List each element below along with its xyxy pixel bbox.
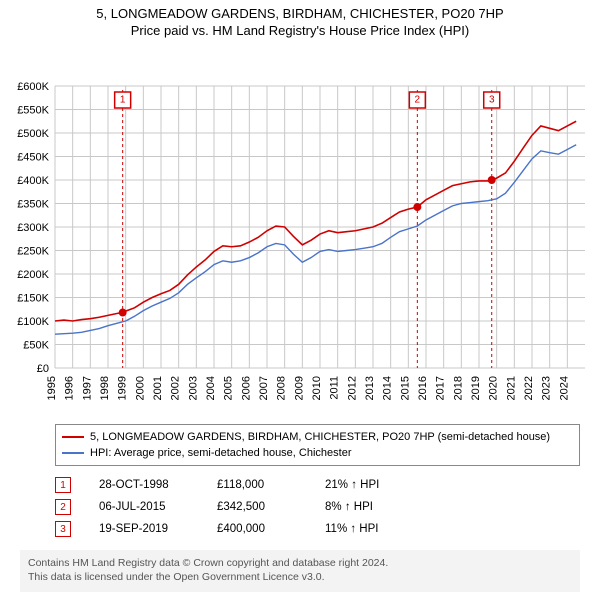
svg-text:£0: £0 [37,363,49,375]
svg-text:2009: 2009 [293,376,305,400]
event-row-3: 3 19-SEP-2019 £400,000 11% ↑ HPI [55,518,580,540]
svg-text:2016: 2016 [417,376,429,400]
event-row-2: 2 06-JUL-2015 £342,500 8% ↑ HPI [55,496,580,518]
legend-swatch [62,452,84,454]
chart-svg: £0 £50K £100K £150K £200K £250K £300K £350K £400… [0,38,600,418]
event-marker-icon: 3 [55,521,71,537]
svg-text:£150K: £150K [17,293,49,305]
svg-text:1998: 1998 [99,376,111,400]
svg-text:2001: 2001 [152,376,164,400]
event-price: £342,500 [217,501,297,513]
svg-text:2000: 2000 [134,376,146,400]
event-delta: 11% ↑ HPI [325,523,425,535]
svg-text:2023: 2023 [541,376,553,400]
svg-text:£50K: £50K [23,340,49,352]
event-date: 06-JUL-2015 [99,501,189,513]
footer-line-1: Contains HM Land Registry data © Crown c… [28,556,572,570]
svg-text:£350K: £350K [17,199,49,211]
event-delta: 8% ↑ HPI [325,501,425,513]
svg-text:£500K: £500K [17,128,49,140]
event-marker-icon: 2 [55,499,71,515]
svg-text:2017: 2017 [435,376,447,400]
svg-text:2005: 2005 [223,376,235,400]
event-dot-1 [119,309,127,317]
svg-text:2014: 2014 [382,376,394,400]
title-main: 5, LONGMEADOW GARDENS, BIRDHAM, CHICHEST… [0,6,600,21]
svg-text:2006: 2006 [240,376,252,400]
svg-text:2015: 2015 [399,376,411,400]
svg-text:£450K: £450K [17,152,49,164]
svg-text:2020: 2020 [488,376,500,400]
svg-text:2022: 2022 [523,376,535,400]
footer-attribution: Contains HM Land Registry data © Crown c… [20,550,580,592]
svg-text:2018: 2018 [452,376,464,400]
svg-text:2: 2 [415,95,421,106]
event-row-1: 1 28-OCT-1998 £118,000 21% ↑ HPI [55,474,580,496]
titles-block: 5, LONGMEADOW GARDENS, BIRDHAM, CHICHEST… [0,0,600,38]
event-date: 28-OCT-1998 [99,479,189,491]
event-date: 19-SEP-2019 [99,523,189,535]
svg-text:2024: 2024 [558,376,570,400]
svg-text:£300K: £300K [17,222,49,234]
footer-line-2: This data is licensed under the Open Gov… [28,570,572,584]
svg-text:£200K: £200K [17,269,49,281]
svg-text:2012: 2012 [346,376,358,400]
svg-text:£400K: £400K [17,175,49,187]
legend-swatch [62,436,84,438]
chart-container: 5, LONGMEADOW GARDENS, BIRDHAM, CHICHEST… [0,0,600,592]
legend-label: HPI: Average price, semi-detached house,… [90,445,352,461]
svg-text:2021: 2021 [505,376,517,400]
title-sub: Price paid vs. HM Land Registry's House … [0,23,600,38]
event-marker-icon: 1 [55,477,71,493]
svg-text:1995: 1995 [46,376,58,400]
event-dot-2 [413,203,421,211]
svg-text:£100K: £100K [17,316,49,328]
svg-text:2007: 2007 [258,376,270,400]
legend-row-0: 5, LONGMEADOW GARDENS, BIRDHAM, CHICHEST… [62,429,573,445]
event-price: £118,000 [217,479,297,491]
svg-text:3: 3 [489,95,495,106]
svg-text:£600K: £600K [17,81,49,93]
svg-text:1: 1 [120,95,126,106]
svg-text:£250K: £250K [17,246,49,258]
svg-text:£550K: £550K [17,105,49,117]
legend: 5, LONGMEADOW GARDENS, BIRDHAM, CHICHEST… [55,424,580,466]
svg-text:2003: 2003 [187,376,199,400]
svg-text:2011: 2011 [329,376,341,400]
chart-area: £0 £50K £100K £150K £200K £250K £300K £350K £400… [0,38,600,418]
legend-label: 5, LONGMEADOW GARDENS, BIRDHAM, CHICHEST… [90,429,550,445]
svg-text:2008: 2008 [276,376,288,400]
event-delta: 21% ↑ HPI [325,479,425,491]
svg-text:2013: 2013 [364,376,376,400]
svg-text:2019: 2019 [470,376,482,400]
event-dot-3 [488,176,496,184]
svg-text:2004: 2004 [205,376,217,400]
svg-text:1996: 1996 [64,376,76,400]
svg-text:2002: 2002 [170,376,182,400]
events-table: 1 28-OCT-1998 £118,000 21% ↑ HPI 2 06-JUL-201… [55,474,580,540]
svg-text:1997: 1997 [81,376,93,400]
event-price: £400,000 [217,523,297,535]
svg-text:2010: 2010 [311,376,323,400]
legend-row-1: HPI: Average price, semi-detached house,… [62,445,573,461]
svg-text:1999: 1999 [117,376,129,400]
